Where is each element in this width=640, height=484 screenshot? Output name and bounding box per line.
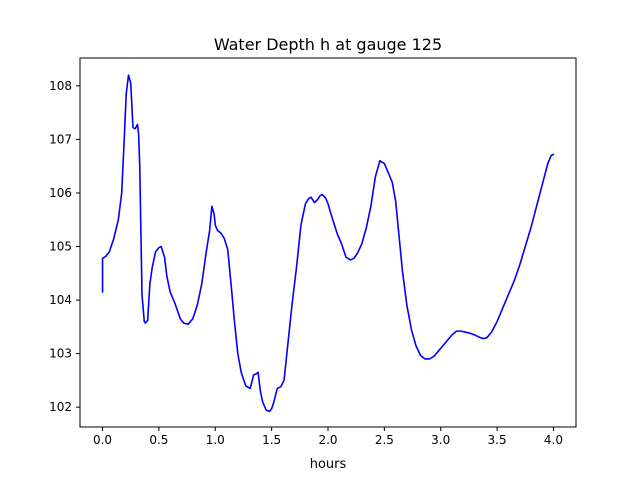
x-tick-label: 2.0: [318, 433, 337, 447]
x-tick-label: 1.5: [262, 433, 281, 447]
x-tick-label: 0.0: [93, 433, 112, 447]
x-tick-label: 3.0: [431, 433, 450, 447]
x-tick-label: 1.0: [206, 433, 225, 447]
series-line-0: [101, 74, 555, 413]
plot-area: 0.0 0.5 1.0 1.5 2.0 2.5 3.0 3.5 4.0 102 103 104 105 1…: [49, 57, 577, 447]
y-tick-label: 107: [49, 132, 72, 146]
y-tick-label: 103: [49, 347, 72, 361]
y-tick-label: 105: [49, 240, 72, 254]
chart-title: Water Depth h at gauge 125: [214, 35, 442, 54]
x-axis-label: hours: [310, 457, 347, 472]
x-tick-label: 3.5: [488, 433, 507, 447]
x-tick-label: 2.5: [375, 433, 394, 447]
x-tick-label: 4.0: [544, 433, 563, 447]
y-tick-label: 104: [49, 293, 72, 307]
y-tick-label: 102: [49, 400, 72, 414]
y-tick-label: 108: [49, 79, 72, 93]
y-tick-label: 106: [49, 186, 72, 200]
x-tick-label: 0.5: [149, 433, 168, 447]
